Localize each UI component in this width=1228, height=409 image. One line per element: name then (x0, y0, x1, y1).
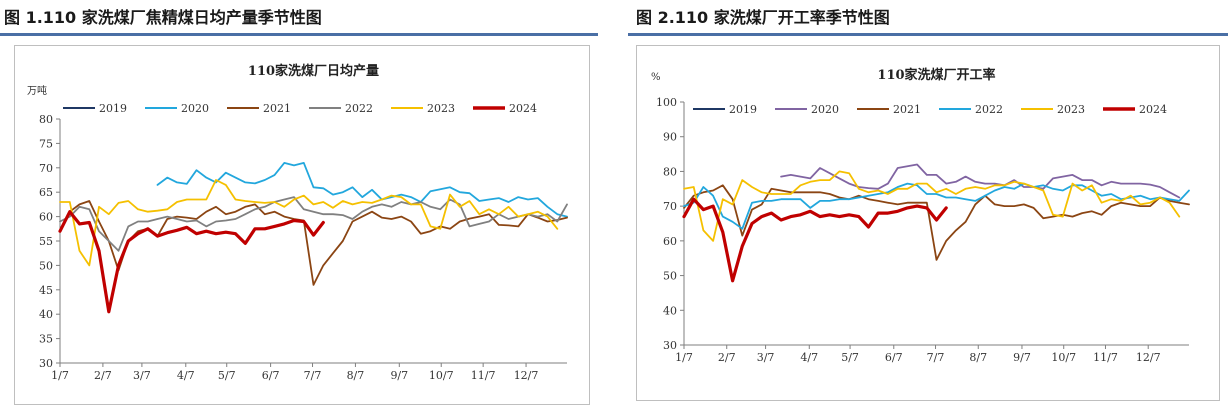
x-tick-label: 5/7 (218, 369, 236, 382)
y-axis-unit: % (651, 72, 661, 83)
figure-title-right: 图 2.110 家洗煤厂开工率季节性图 (636, 8, 890, 27)
x-tick-label: 10/7 (429, 369, 454, 382)
y-tick-label: 75 (39, 137, 53, 150)
x-tick-label: 9/7 (390, 369, 408, 382)
x-tick-label: 11/7 (471, 369, 496, 382)
x-tick-label: 9/7 (1013, 351, 1031, 364)
series-line-2020 (156, 162, 568, 218)
legend-label-2020: 2020 (811, 103, 839, 116)
x-tick-label: 1/7 (675, 351, 693, 364)
y-tick-label: 60 (663, 235, 677, 248)
heading-rule-right (628, 33, 1228, 36)
x-tick-label: 4/7 (177, 369, 195, 382)
series-line-2022 (683, 182, 1190, 230)
x-tick-label: 2/7 (94, 369, 112, 382)
legend-label-2021: 2021 (263, 102, 291, 115)
y-tick-label: 30 (663, 339, 677, 352)
series-line-2021 (59, 200, 568, 286)
y-tick-label: 50 (39, 259, 53, 272)
y-tick-label: 100 (656, 96, 677, 109)
legend-label-2020: 2020 (181, 102, 209, 115)
series-line-2021 (683, 184, 1190, 261)
x-tick-label: 1/7 (51, 369, 69, 382)
legend-label-2023: 2023 (1057, 103, 1085, 116)
y-tick-label: 60 (39, 211, 53, 224)
legend-label-2019: 2019 (99, 102, 127, 115)
legend-label-2022: 2022 (345, 102, 373, 115)
series-line-2020 (780, 163, 1181, 199)
series-line-2024 (58, 210, 325, 314)
figure-title-left: 图 1.110 家洗煤厂焦精煤日均产量季节性图 (4, 8, 322, 27)
y-tick-label: 40 (663, 304, 677, 317)
series-line-2022 (59, 196, 568, 252)
y-tick-label: 90 (663, 131, 677, 144)
x-tick-label: 3/7 (133, 369, 151, 382)
x-tick-label: 12/7 (514, 369, 539, 382)
y-tick-label: 80 (39, 113, 53, 126)
x-tick-label: 4/7 (800, 351, 818, 364)
legend-label-2021: 2021 (893, 103, 921, 116)
x-tick-label: 6/7 (885, 351, 903, 364)
series-line-2024 (682, 197, 948, 283)
x-tick-label: 8/7 (969, 351, 987, 364)
y-tick-label: 80 (663, 165, 677, 178)
x-tick-label: 2/7 (718, 351, 736, 364)
y-tick-label: 55 (39, 235, 53, 248)
chart-title: 110家洗煤厂日均产量 (248, 63, 379, 79)
y-tick-label: 40 (39, 308, 53, 321)
legend-label-2023: 2023 (427, 102, 455, 115)
x-tick-label: 12/7 (1136, 351, 1161, 364)
y-tick-label: 70 (39, 162, 53, 175)
chart-frame-left: 110家洗煤厂日均产量万吨 30 35 40 45 50 55 60 65 70 75 80 1/7 2/… (14, 45, 590, 405)
chart-frame-right: 110家洗煤厂开工率% 30 40 50 60 70 80 90 100 1/7 2/7 3/7 4/7… (636, 45, 1220, 401)
y-tick-label: 50 (663, 270, 677, 283)
x-tick-label: 5/7 (841, 351, 859, 364)
x-tick-label: 7/7 (927, 351, 945, 364)
utilization-chart: 110家洗煤厂开工率% 30 40 50 60 70 80 90 100 1/7 2/7 3/7 4/7… (651, 67, 1190, 364)
x-tick-label: 11/7 (1093, 351, 1118, 364)
legend-label-2019: 2019 (729, 103, 757, 116)
chart-title: 110家洗煤厂开工率 (877, 67, 995, 83)
y-tick-label: 45 (39, 284, 53, 297)
legend-label-2022: 2022 (975, 103, 1003, 116)
x-tick-label: 6/7 (262, 369, 280, 382)
legend-label-2024: 2024 (1139, 103, 1167, 116)
x-tick-label: 8/7 (347, 369, 365, 382)
y-tick-label: 30 (39, 357, 53, 370)
x-tick-label: 3/7 (757, 351, 775, 364)
y-tick-label: 65 (39, 186, 53, 199)
series-line-2023 (683, 170, 1181, 242)
legend-label-2024: 2024 (509, 102, 537, 115)
x-tick-label: 7/7 (304, 369, 322, 382)
y-tick-label: 70 (663, 200, 677, 213)
y-tick-label: 35 (39, 333, 53, 346)
y-axis-unit: 万吨 (27, 84, 47, 97)
series-line-2023 (59, 179, 559, 267)
x-tick-label: 10/7 (1051, 351, 1076, 364)
heading-rule-left (0, 33, 598, 36)
